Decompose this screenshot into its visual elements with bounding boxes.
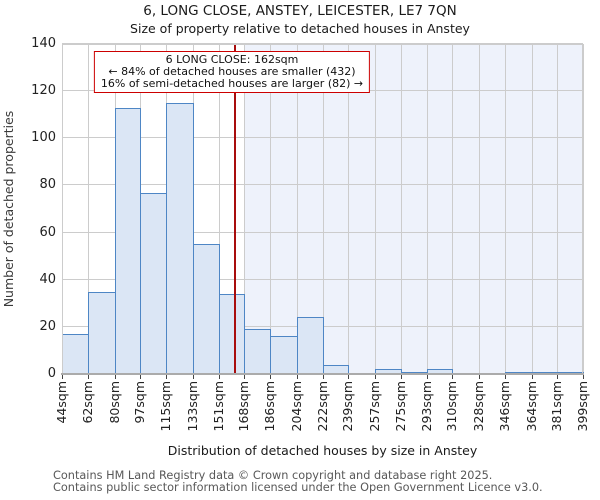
x-tick-mark (505, 375, 507, 379)
y-tick-label: 140 (31, 36, 56, 51)
x-tick-mark (323, 375, 325, 379)
gridline-v (323, 44, 325, 374)
footer-line-2: Contains public sector information licen… (53, 481, 543, 495)
x-tick-mark (583, 375, 584, 379)
annotation-line-3: 16% of semi-detached houses are larger (… (100, 76, 364, 90)
x-axis-line (61, 373, 584, 375)
x-tick-label: 275sqm (393, 381, 409, 432)
y-tick-label: 0 (47, 366, 56, 381)
x-tick-label: 97sqm (131, 381, 147, 424)
x-tick-label: 293sqm (419, 381, 435, 432)
x-tick-label: 133sqm (184, 381, 200, 432)
x-tick-label: 399sqm (575, 381, 590, 432)
histogram-bar (62, 333, 90, 374)
y-tick-label: 120 (31, 83, 56, 99)
histogram-bar (296, 317, 325, 374)
x-tick-mark (139, 375, 141, 379)
histogram-bar (166, 102, 194, 374)
x-tick-label: 381sqm (548, 381, 564, 432)
histogram-bar (114, 107, 141, 374)
x-tick-mark (88, 375, 90, 379)
x-tick-label: 62sqm (80, 381, 96, 424)
histogram-bar (243, 329, 272, 374)
gridline-v (88, 44, 90, 374)
gridline-v (427, 44, 429, 374)
chart-subtitle: Size of property relative to detached ho… (130, 21, 470, 36)
histogram-bar (192, 244, 221, 374)
x-tick-label: 168sqm (235, 381, 251, 432)
gridline-v (505, 44, 507, 374)
gridline-v (556, 44, 558, 374)
x-tick-mark (478, 375, 480, 379)
x-tick-label: 257sqm (366, 381, 382, 432)
x-tick-mark (296, 375, 298, 379)
x-tick-mark (192, 375, 194, 379)
gridline-h (62, 184, 583, 186)
gridline-v (219, 44, 221, 374)
gridline-h (62, 137, 583, 139)
x-tick-label: 346sqm (497, 381, 513, 432)
gridline-h (62, 231, 583, 233)
gridline-v (401, 44, 403, 374)
x-tick-label: 222sqm (315, 381, 331, 432)
x-tick-mark (427, 375, 429, 379)
x-tick-mark (348, 375, 350, 379)
y-axis-title: Number of detached properties (1, 110, 16, 308)
x-tick-mark (270, 375, 272, 379)
property-size-marker-line (234, 44, 237, 374)
gridline-v (243, 44, 245, 374)
x-tick-mark (62, 375, 63, 379)
gridline-v (452, 44, 454, 374)
x-tick-label: 80sqm (106, 381, 122, 424)
y-tick-label: 20 (39, 318, 56, 334)
x-tick-label: 115sqm (158, 381, 174, 432)
x-tick-label: 151sqm (211, 381, 227, 432)
gridline-v (348, 44, 350, 374)
x-tick-mark (114, 375, 116, 379)
gridline-v (296, 44, 298, 374)
footer-attribution: Contains HM Land Registry data © Crown c… (53, 469, 543, 495)
y-tick-label: 60 (39, 224, 56, 240)
y-tick-label: 80 (39, 177, 56, 193)
gridline-v (583, 44, 584, 374)
gridline-v (62, 44, 63, 374)
x-tick-mark (166, 375, 168, 379)
gridline-h (62, 43, 583, 44)
gridline-v (478, 44, 480, 374)
histogram-bar (219, 293, 245, 374)
plot-area (61, 43, 584, 375)
x-tick-mark (556, 375, 558, 379)
gridline-v (270, 44, 272, 374)
x-axis-title: Distribution of detached houses by size … (167, 443, 478, 458)
x-tick-label: 44sqm (54, 381, 69, 424)
histogram-bar (139, 192, 168, 374)
histogram-bar (88, 291, 116, 374)
footer-line-1: Contains HM Land Registry data © Crown c… (53, 469, 493, 482)
x-tick-label: 310sqm (444, 381, 460, 432)
x-tick-label: 328sqm (470, 381, 486, 432)
annotation-line-1: 6 LONG CLOSE: 162sqm (165, 53, 299, 66)
annotation-line-2: ← 84% of detached houses are smaller (43… (108, 64, 356, 78)
y-tick-label: 100 (31, 130, 56, 146)
x-tick-mark (243, 375, 245, 379)
x-tick-label: 364sqm (523, 381, 539, 432)
x-tick-label: 204sqm (288, 381, 304, 432)
chart-title: 6, LONG CLOSE, ANSTEY, LEICESTER, LE7 7Q… (143, 3, 457, 19)
x-tick-mark (374, 375, 376, 379)
x-tick-mark (401, 375, 403, 379)
y-tick-label: 40 (39, 271, 56, 287)
gridline-v (374, 44, 376, 374)
x-tick-mark (452, 375, 454, 379)
gridline-v (531, 44, 533, 374)
histogram-bar (270, 336, 298, 374)
gridline-h (62, 278, 583, 280)
x-tick-mark (219, 375, 221, 379)
x-tick-mark (531, 375, 533, 379)
x-tick-label: 239sqm (340, 381, 356, 432)
x-tick-label: 186sqm (262, 381, 278, 432)
marker-annotation: 6 LONG CLOSE: 162sqm ← 84% of detached h… (93, 51, 371, 94)
